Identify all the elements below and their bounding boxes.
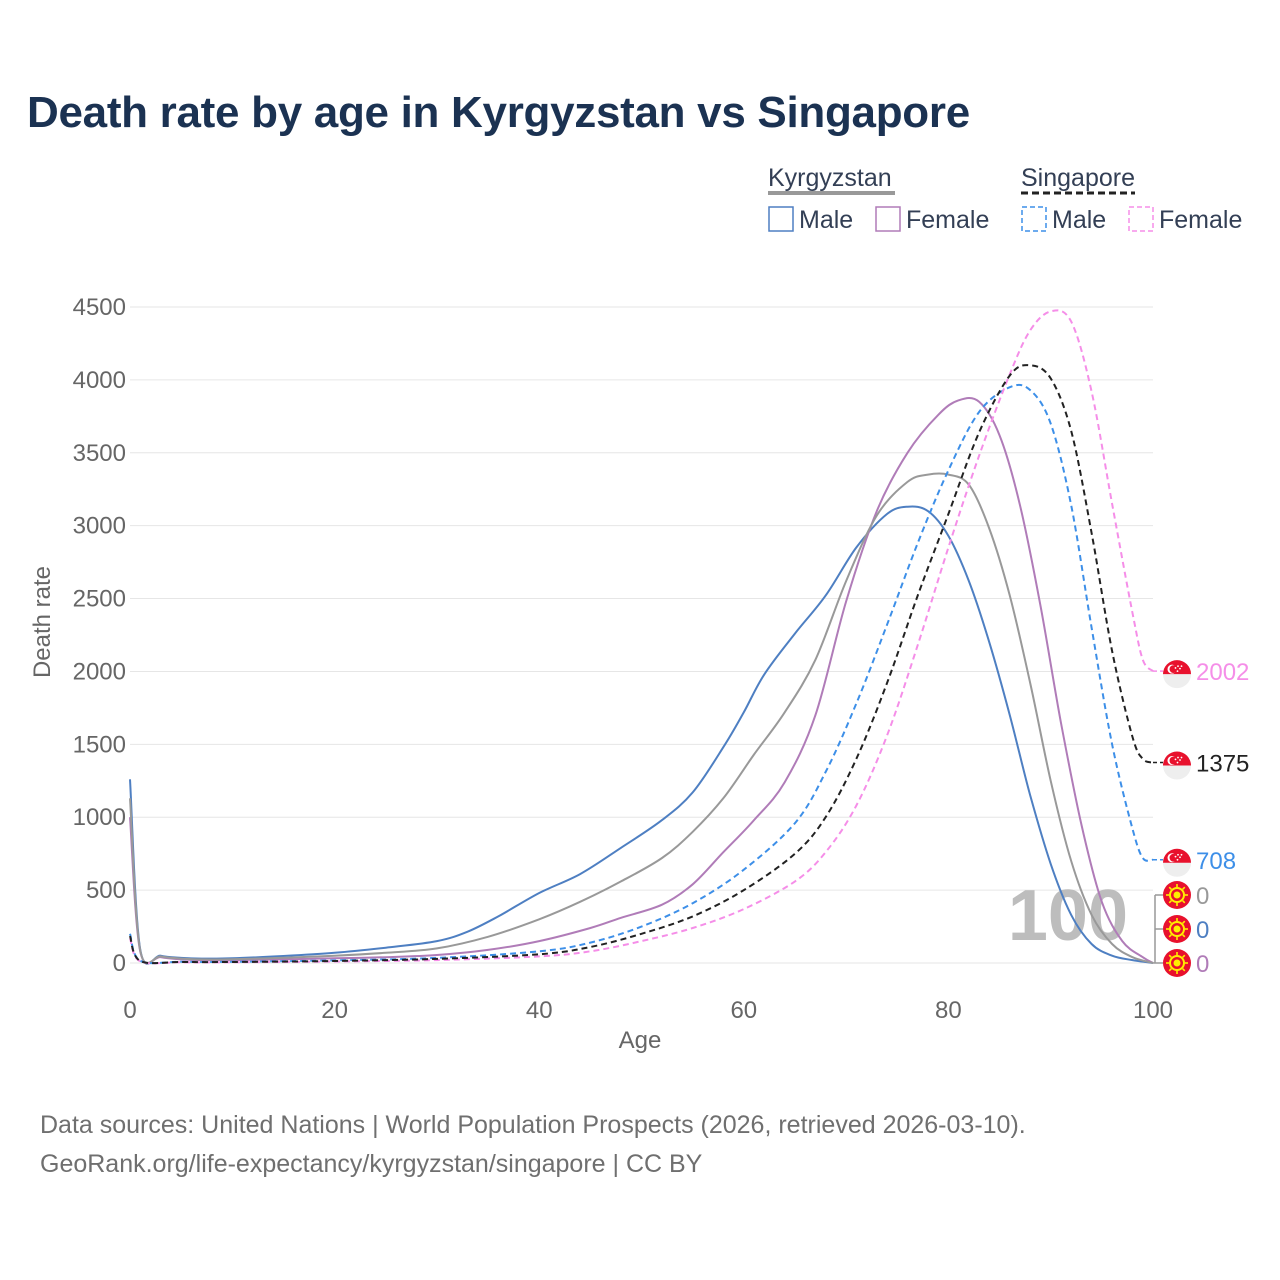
x-axis-ticks: 0 20 40 60 80 100 <box>123 997 1173 1024</box>
legend-swatch-kyrgyzstan-female[interactable] <box>875 206 901 232</box>
x-tick-label: 20 <box>321 997 348 1024</box>
y-tick-label: 2500 <box>73 586 126 613</box>
y-tick-label: 4000 <box>73 367 126 394</box>
x-tick-label: 100 <box>1133 997 1173 1024</box>
series-lines <box>129 309 1154 965</box>
age-watermark: 100 <box>1008 876 1128 956</box>
x-tick-label: 40 <box>526 997 553 1024</box>
y-tick-label: 3000 <box>73 513 126 540</box>
y-tick-label: 0 <box>113 950 126 977</box>
end-value-label: 708 <box>1196 848 1236 875</box>
chart-title: Death rate by age in Kyrgyzstan vs Singa… <box>27 88 970 137</box>
legend-label-singapore-female[interactable]: Female <box>1159 206 1242 234</box>
y-tick-label: 500 <box>86 877 126 904</box>
legend-swatch-singapore-male[interactable] <box>1021 206 1047 232</box>
y-tick-label: 1500 <box>73 731 126 758</box>
end-value-label: 0 <box>1196 917 1209 944</box>
y-tick-label: 3500 <box>73 440 126 467</box>
series-line-kyrgyzstan-female[interactable] <box>129 397 1154 965</box>
singapore-flag-icon <box>1163 751 1191 780</box>
kyrgyzstan-flag-icon <box>1163 881 1191 909</box>
grid <box>130 306 1153 964</box>
end-value-label: 0 <box>1196 883 1209 910</box>
series-line-kyrgyzstan-total[interactable] <box>129 472 1154 965</box>
series-line-singapore-total[interactable] <box>129 364 1154 965</box>
end-value-label: 2002 <box>1196 659 1249 686</box>
end-value-label: 1375 <box>1196 751 1249 778</box>
series-line-singapore-male[interactable] <box>129 383 1154 965</box>
legend-group-singapore: Singapore <box>1021 164 1135 192</box>
legend-group-kyrgyzstan: Kyrgyzstan <box>768 164 892 192</box>
end-bracket <box>1153 895 1156 964</box>
end-markers: 708 2002 1375 0 0 0 <box>1153 659 1249 978</box>
legend-swatch-kyrgyzstan-male[interactable] <box>768 206 794 232</box>
end-value-label: 0 <box>1196 951 1209 978</box>
kyrgyzstan-flag-icon <box>1163 949 1191 977</box>
x-tick-label: 0 <box>123 997 136 1024</box>
y-axis-title: Death rate <box>29 566 56 678</box>
legend-label-kyrgyzstan-female[interactable]: Female <box>906 206 989 234</box>
singapore-flag-icon <box>1163 660 1191 689</box>
x-tick-label: 80 <box>935 997 962 1024</box>
legend: Kyrgyzstan Male Female Singapore Male Fe… <box>768 164 1242 234</box>
legend-label-kyrgyzstan-male[interactable]: Male <box>799 206 853 234</box>
kyrgyzstan-flag-icon <box>1163 915 1191 943</box>
footer-link[interactable]: GeoRank.org/life-expectancy/kyrgyzstan/s… <box>40 1150 703 1178</box>
legend-label-singapore-male[interactable]: Male <box>1052 206 1106 234</box>
series-line-kyrgyzstan-male[interactable] <box>129 505 1154 965</box>
x-axis-title: Age <box>619 1027 662 1054</box>
legend-swatch-singapore-female[interactable] <box>1128 206 1154 232</box>
footer: Data sources: United Nations | World Pop… <box>40 1106 1026 1184</box>
footer-sources: Data sources: United Nations | World Pop… <box>40 1111 1026 1139</box>
x-tick-label: 60 <box>730 997 757 1024</box>
y-tick-label: 2000 <box>73 658 126 685</box>
series-line-singapore-female[interactable] <box>129 309 1154 965</box>
y-tick-label: 4500 <box>73 294 126 321</box>
y-axis-ticks: 0 500 1000 1500 2000 2500 3000 3500 4000 4500 <box>73 294 126 977</box>
y-tick-label: 1000 <box>73 804 126 831</box>
singapore-flag-icon <box>1163 848 1191 877</box>
